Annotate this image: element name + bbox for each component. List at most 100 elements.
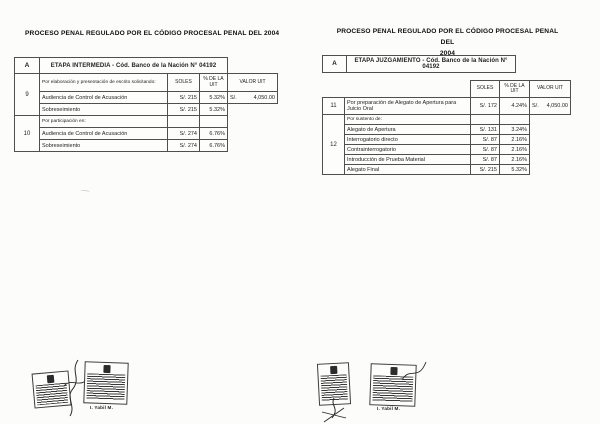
uit-amount: 4,050.00 <box>253 94 275 101</box>
empty-cell <box>199 115 228 128</box>
spacer-cell <box>530 135 571 145</box>
section-header-table: A ETAPA JUZGAMIENTO - Cód. Banco de la N… <box>322 55 516 73</box>
row-number: 12 <box>322 114 345 175</box>
pct-cell: 2.16% <box>499 154 530 165</box>
section-title: ETAPA JUZGAMIENTO - Cód. Banco de la Nac… <box>346 55 516 73</box>
section-title: ETAPA INTERMEDIA - Cód. Banco de la Naci… <box>39 57 228 74</box>
stamp-crest-icon <box>46 374 55 384</box>
row-number: 9 <box>14 73 40 116</box>
fee-label-cell: Audiencia de Control de Acusación <box>39 127 168 140</box>
table-row: SOLES % DE LA UIT VALOR UIT <box>323 80 571 98</box>
fee-label-cell: Alegato Final <box>344 164 471 175</box>
section-letter: A <box>14 57 40 74</box>
pct-cell: 3.24% <box>499 124 530 135</box>
row-number: 11 <box>322 97 345 115</box>
fee-label-cell: Contrainterrogatorio <box>344 144 471 155</box>
fee-label-cell: Por preparación de Alegato de Apertura p… <box>344 97 471 115</box>
signature <box>321 398 347 423</box>
pct-cell: 4.24% <box>499 97 530 115</box>
col-header-valor: VALOR UIT <box>227 73 278 92</box>
pct-cell: 5.32% <box>199 91 228 104</box>
pct-cell: 5.32% <box>199 103 228 116</box>
soles-cell: S/. 215 <box>470 164 500 175</box>
table-row: Sobreseimiento S/. 274 6.76% <box>15 139 278 152</box>
stamp-text-lines <box>86 373 126 401</box>
spacer-cell <box>228 104 278 116</box>
soles-cell: S/. 215 <box>167 103 200 116</box>
stamp-crest-icon <box>389 366 398 376</box>
fee-label-cell: Audiencia de Control de Acusación <box>39 91 168 104</box>
fee-label-cell: Sobreseimiento <box>39 103 168 116</box>
table-row: Alegato Final S/. 215 5.32% <box>323 164 571 175</box>
fee-label-cell: Sobreseimiento <box>39 139 168 152</box>
spacer-cell <box>530 155 571 165</box>
spacer-cell <box>228 140 278 152</box>
soles-cell: S/. 274 <box>167 127 200 140</box>
table-row: Audiencia de Control de Acusación S/. 27… <box>15 127 278 140</box>
table-row: 11 Por preparación de Alegato de Apertur… <box>322 97 571 115</box>
currency-symbol: S/. <box>532 103 539 109</box>
spacer-cell <box>228 58 278 74</box>
soles-cell: S/. 87 <box>470 134 500 145</box>
spacer-cell <box>228 128 278 140</box>
row-number: 10 <box>14 115 40 152</box>
fee-label-cell: Alegato de Apertura <box>344 124 471 135</box>
table-row: Alegato de Apertura S/. 131 3.24% <box>323 124 571 135</box>
empty-cell <box>470 114 500 125</box>
left-page-title: PROCESO PENAL REGULADO POR EL CÓDIGO PRO… <box>25 30 280 37</box>
ink-stamp <box>83 361 129 405</box>
spacer-cell <box>228 116 278 128</box>
spacer-cell <box>530 115 571 125</box>
col-header-valor: VALOR UIT <box>529 80 571 98</box>
right-page-title-line1: PROCESO PENAL REGULADO POR EL CÓDIGO PRO… <box>336 28 559 46</box>
table-row: Introducción de Prueba Material S/. 87 2… <box>323 154 571 165</box>
table-row: 12 Por sustento de: <box>322 114 571 175</box>
table-row: Contrainterrogatorio S/. 87 2.16% <box>323 144 571 155</box>
spacer-cell <box>530 145 571 155</box>
stamp-crest-icon <box>329 365 337 375</box>
pct-cell: 2.16% <box>499 134 530 145</box>
empty-cell <box>167 115 200 128</box>
table-row: 10 Por participación en: <box>14 115 278 152</box>
soles-cell: S/. 274 <box>167 139 200 152</box>
empty-cell <box>499 114 530 125</box>
table-row: Interrogatorio directo S/. 87 2.16% <box>323 134 571 145</box>
spacer-cell <box>530 125 571 135</box>
right-page-title-line2: 2004 <box>439 50 456 57</box>
stamp-caption: I. Yabil M. <box>90 405 114 410</box>
spacer-cell <box>323 81 345 98</box>
group-header-cell: Por participación en: <box>39 115 168 128</box>
soles-cell: S/. 172 <box>470 97 500 115</box>
soles-cell: S/. 87 <box>470 154 500 165</box>
table-row: Audiencia de Control de Acusación S/. 21… <box>15 91 278 104</box>
pct-cell: 6.76% <box>199 127 228 140</box>
spacer-cell <box>530 165 571 175</box>
signature <box>401 361 427 381</box>
fee-label-cell: Interrogatorio directo <box>344 134 471 145</box>
pct-cell: 6.76% <box>199 139 228 152</box>
fee-table-etapa-juzgamiento: SOLES % DE LA UIT VALOR UIT 11 Por prepa… <box>322 80 571 175</box>
valor-uit-cell: S/. 4,050.00 <box>227 91 278 104</box>
fee-table-etapa-intermedia: A ETAPA INTERMEDIA - Cód. Banco de la Na… <box>14 57 278 152</box>
soles-cell: S/. 215 <box>167 91 200 104</box>
soles-cell: S/. 87 <box>470 144 500 155</box>
col-header-soles: SOLES <box>470 80 500 98</box>
group-header-cell: Por sustento de: <box>344 114 471 125</box>
valor-uit-cell: S/. 4,050.00 <box>529 97 571 115</box>
group-header-cell: Por elaboración y presentación de escrit… <box>39 73 168 92</box>
uit-amount: 4,050.00 <box>546 103 568 109</box>
scan-smudge <box>79 189 91 195</box>
pct-cell: 5.32% <box>499 164 530 175</box>
col-header-soles: SOLES <box>167 73 200 92</box>
table-row: A ETAPA JUZGAMIENTO - Cód. Banco de la N… <box>322 55 516 73</box>
table-row: A ETAPA INTERMEDIA - Cód. Banco de la Na… <box>14 57 278 74</box>
pct-cell: 2.16% <box>499 144 530 155</box>
currency-symbol: S/. <box>230 94 237 101</box>
stamp-caption: I. Yabil M. <box>377 406 401 411</box>
stamp-crest-icon <box>102 364 111 374</box>
table-row: 9 Por elaboración y presentación de escr… <box>14 73 278 116</box>
soles-cell: S/. 131 <box>470 124 500 135</box>
col-header-pct: % DE LA UIT <box>199 73 228 92</box>
section-letter: A <box>322 55 347 73</box>
